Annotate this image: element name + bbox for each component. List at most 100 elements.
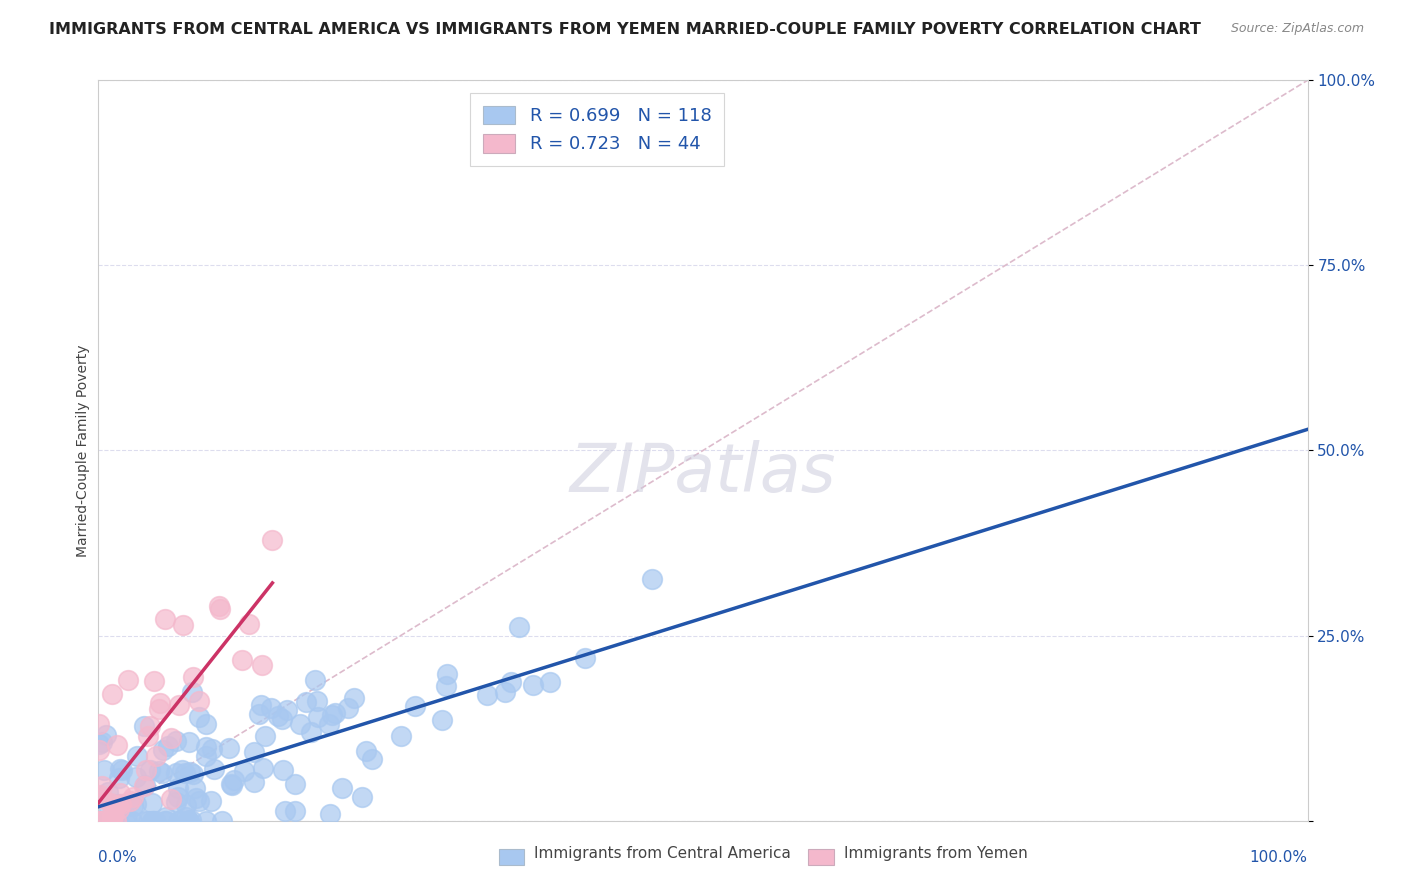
Point <box>91 734 114 748</box>
Point <box>136 814 159 828</box>
Point <box>142 814 165 828</box>
Point <box>389 729 412 743</box>
Point <box>574 651 596 665</box>
Point <box>145 748 167 763</box>
Point <box>284 777 307 791</box>
Point <box>139 764 162 778</box>
Point <box>208 599 231 614</box>
Point <box>127 748 149 763</box>
Point <box>267 708 290 723</box>
Point <box>117 814 139 828</box>
Point <box>208 602 231 616</box>
Point <box>177 814 200 828</box>
Point <box>97 814 120 828</box>
Point <box>304 673 326 688</box>
Point <box>172 617 194 632</box>
Point <box>134 814 156 828</box>
Point <box>135 763 157 777</box>
Text: 0.0%: 0.0% <box>98 850 138 865</box>
Point <box>121 814 143 828</box>
Point <box>107 814 129 828</box>
Point <box>252 761 274 775</box>
Point <box>108 797 131 811</box>
Point <box>254 729 277 743</box>
Point <box>181 684 204 698</box>
Point <box>274 804 297 818</box>
Point <box>110 763 132 777</box>
Point <box>260 701 283 715</box>
Point <box>180 813 202 827</box>
Point <box>148 701 170 715</box>
Point <box>283 804 305 818</box>
Point <box>141 814 163 828</box>
Point <box>125 770 148 784</box>
Point <box>98 802 121 816</box>
Point <box>89 790 111 805</box>
Point <box>195 717 218 731</box>
Point <box>173 766 195 780</box>
Point <box>165 734 187 748</box>
Point <box>132 719 155 733</box>
Point <box>103 801 125 815</box>
Point <box>97 784 120 798</box>
Text: Source: ZipAtlas.com: Source: ZipAtlas.com <box>1230 22 1364 36</box>
Point <box>101 809 124 823</box>
Point <box>100 809 122 823</box>
Point <box>270 713 292 727</box>
Point <box>98 814 121 828</box>
Point <box>121 789 143 804</box>
Point <box>221 778 243 792</box>
Point <box>139 719 162 733</box>
Point <box>156 739 179 753</box>
Point <box>105 798 128 813</box>
Point <box>233 764 256 779</box>
Point <box>89 814 111 828</box>
Point <box>186 790 208 805</box>
Text: Immigrants from Central America: Immigrants from Central America <box>534 846 792 861</box>
Point <box>101 687 124 701</box>
Point <box>202 762 225 776</box>
Point <box>160 791 183 805</box>
Point <box>96 728 118 742</box>
Point <box>105 738 128 752</box>
Point <box>87 814 110 828</box>
Point <box>247 706 270 721</box>
Point <box>404 699 426 714</box>
Point <box>250 657 273 672</box>
Point <box>93 763 115 777</box>
Point <box>200 742 222 756</box>
Point <box>169 698 191 712</box>
Point <box>174 797 197 812</box>
Point <box>108 763 131 777</box>
Point <box>231 653 253 667</box>
Point <box>641 572 664 586</box>
Point <box>149 696 172 710</box>
Point <box>176 814 198 828</box>
Point <box>150 766 173 780</box>
Point <box>361 752 384 766</box>
Point <box>262 533 284 547</box>
Point <box>108 802 131 816</box>
Point <box>90 814 112 828</box>
Point <box>288 717 311 731</box>
Point <box>89 788 111 802</box>
Point <box>436 666 458 681</box>
Point <box>508 620 530 634</box>
Point <box>104 814 127 828</box>
Point <box>250 698 273 713</box>
Point <box>224 772 246 787</box>
Point <box>318 806 340 821</box>
Point <box>87 738 110 752</box>
Text: 100.0%: 100.0% <box>1250 850 1308 865</box>
Point <box>141 797 163 811</box>
Point <box>165 765 187 780</box>
Point <box>321 708 343 723</box>
Point <box>114 814 136 828</box>
Point <box>194 814 217 828</box>
Point <box>174 810 197 824</box>
Point <box>155 810 177 824</box>
Y-axis label: Married-Couple Family Poverty: Married-Couple Family Poverty <box>76 344 90 557</box>
Point <box>501 674 523 689</box>
Point <box>122 798 145 813</box>
Point <box>307 709 329 723</box>
